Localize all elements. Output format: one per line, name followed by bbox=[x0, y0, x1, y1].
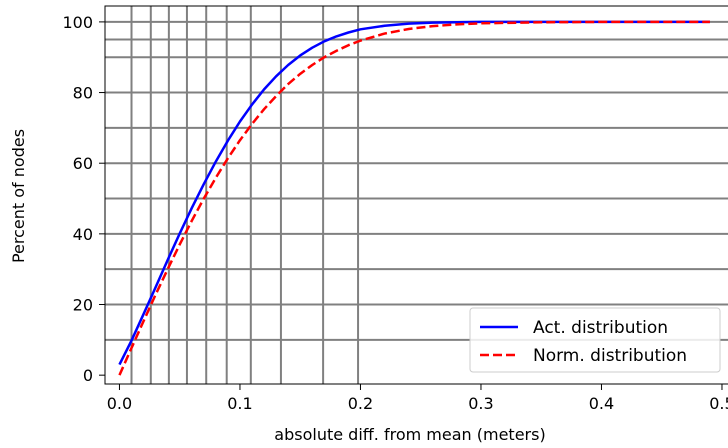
y-tick-label: 80 bbox=[73, 84, 93, 103]
x-axis-label: absolute diff. from mean (meters) bbox=[274, 425, 545, 444]
legend: Act. distribution Norm. distribution bbox=[469, 307, 721, 373]
series-line-act bbox=[118, 20, 710, 366]
x-tick-label: 0.2 bbox=[348, 394, 373, 413]
grid-lines bbox=[105, 6, 728, 384]
legend-label-act: Act. distribution bbox=[533, 318, 668, 338]
series-line-norm bbox=[118, 20, 710, 376]
y-tick-label: 60 bbox=[73, 154, 93, 173]
x-tick-label: 0.0 bbox=[107, 394, 132, 413]
series-lines bbox=[118, 20, 710, 376]
y-tick-label: 0 bbox=[83, 366, 93, 385]
x-tick-label: 0.4 bbox=[589, 394, 614, 413]
legend-box bbox=[469, 307, 721, 373]
x-tick-label: 0.5 bbox=[709, 394, 728, 413]
y-tick-label: 20 bbox=[73, 296, 93, 315]
y-tick-label: 40 bbox=[73, 225, 93, 244]
y-tick-label: 100 bbox=[62, 13, 93, 32]
x-tick-label: 0.1 bbox=[227, 394, 252, 413]
plot-frame bbox=[104, 5, 728, 385]
y-axis-label: Percent of nodes bbox=[9, 129, 28, 263]
legend-label-norm: Norm. distribution bbox=[533, 346, 687, 366]
axis-ticks: 0.0 0.1 0.2 0.3 0.4 0.5 0 20 40 60 80 100 bbox=[62, 13, 728, 413]
x-tick-label: 0.3 bbox=[468, 394, 493, 413]
